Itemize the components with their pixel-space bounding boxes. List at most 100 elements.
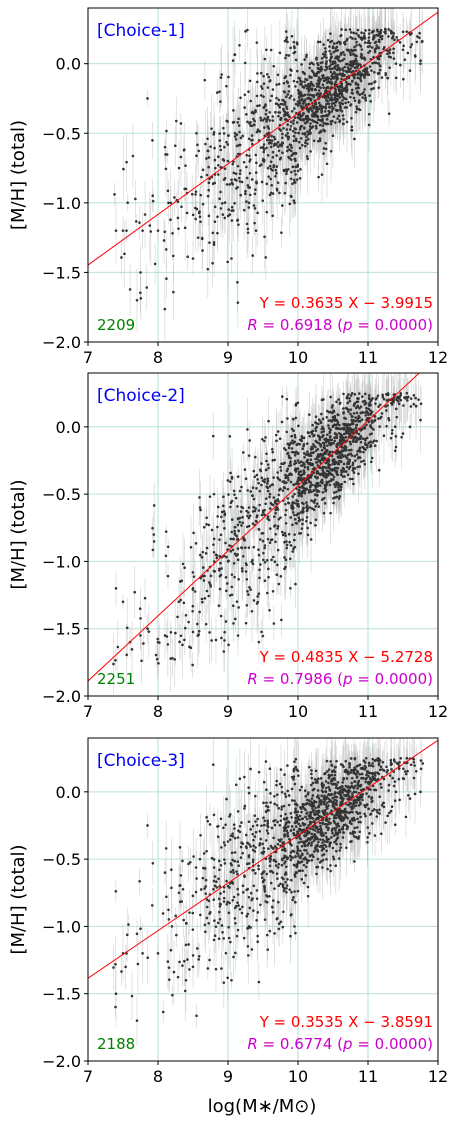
- data-point: [298, 140, 301, 144]
- data-point: [296, 169, 300, 173]
- data-point: [264, 256, 268, 259]
- data-point: [298, 101, 302, 105]
- data-point: [216, 155, 220, 159]
- data-point: [152, 540, 156, 543]
- data-point: [283, 103, 287, 106]
- data-point: [303, 127, 306, 130]
- data-point: [205, 589, 209, 593]
- data-point: [402, 44, 405, 48]
- data-point: [333, 93, 337, 96]
- data-point: [324, 466, 328, 469]
- data-point: [114, 658, 117, 662]
- data-point: [266, 117, 269, 120]
- data-point: [287, 135, 291, 139]
- data-point: [340, 77, 343, 81]
- data-point: [262, 158, 266, 162]
- data-point: [370, 410, 374, 414]
- data-point: [260, 483, 263, 487]
- data-point: [402, 77, 405, 81]
- data-point: [242, 554, 245, 558]
- data-point: [289, 120, 293, 124]
- data-point: [322, 121, 325, 125]
- data-point: [310, 483, 314, 487]
- data-point: [354, 59, 357, 63]
- data-point: [231, 182, 234, 186]
- data-point: [212, 133, 216, 136]
- data-point: [343, 73, 346, 77]
- y-tick-label: −1.0: [42, 194, 81, 213]
- data-point: [252, 117, 255, 121]
- data-point: [262, 74, 265, 78]
- data-point: [253, 221, 256, 225]
- data-point: [203, 78, 207, 82]
- data-point: [284, 558, 288, 562]
- data-point: [225, 84, 228, 88]
- data-point: [313, 72, 316, 76]
- data-point: [291, 152, 295, 156]
- data-point: [377, 40, 381, 43]
- data-point: [355, 44, 358, 47]
- data-point: [364, 99, 368, 102]
- data-point: [272, 503, 275, 507]
- data-point: [329, 78, 333, 81]
- data-point: [218, 139, 222, 142]
- data-point: [299, 167, 302, 171]
- data-point: [354, 426, 358, 430]
- data-point: [328, 49, 331, 53]
- data-point: [303, 80, 306, 84]
- data-point: [339, 101, 343, 105]
- data-point: [311, 125, 315, 128]
- data-point: [349, 61, 352, 64]
- data-point: [205, 516, 208, 520]
- data-point: [377, 32, 381, 36]
- data-point: [338, 96, 342, 99]
- data-point: [223, 639, 226, 642]
- data-point: [281, 98, 284, 102]
- data-point: [259, 71, 263, 75]
- data-point: [317, 92, 321, 96]
- data-point: [269, 177, 272, 181]
- data-point: [360, 38, 364, 41]
- data-point: [206, 267, 210, 271]
- data-point: [248, 154, 251, 158]
- data-point: [337, 66, 341, 70]
- data-point: [263, 235, 266, 239]
- data-point: [298, 77, 302, 80]
- data-point: [209, 145, 212, 148]
- data-point: [410, 43, 414, 46]
- data-point: [296, 80, 299, 84]
- data-point: [331, 107, 334, 111]
- data-point: [255, 130, 259, 134]
- data-point: [166, 189, 170, 193]
- data-point: [341, 99, 344, 102]
- data-point: [269, 145, 273, 149]
- data-point: [308, 125, 312, 128]
- data-point: [289, 144, 293, 147]
- data-point: [349, 408, 353, 411]
- data-point: [349, 452, 353, 456]
- data-point: [316, 115, 319, 119]
- data-point: [184, 164, 187, 167]
- data-point: [310, 490, 313, 494]
- data-point: [226, 159, 230, 163]
- data-point: [205, 523, 208, 526]
- data-point: [125, 626, 129, 630]
- data-point: [301, 132, 304, 135]
- data-point: [294, 58, 298, 62]
- data-point: [306, 533, 310, 537]
- data-point: [248, 122, 251, 125]
- data-point: [323, 110, 327, 113]
- data-point: [324, 96, 328, 100]
- data-point: [182, 148, 186, 151]
- data-point: [249, 124, 252, 127]
- data-point: [275, 102, 279, 105]
- data-point: [191, 663, 194, 667]
- data-point: [338, 68, 341, 72]
- data-point: [130, 648, 134, 651]
- data-point: [258, 104, 261, 107]
- data-point: [193, 206, 197, 210]
- data-point: [315, 126, 318, 130]
- data-point: [292, 199, 296, 202]
- data-point: [324, 105, 327, 108]
